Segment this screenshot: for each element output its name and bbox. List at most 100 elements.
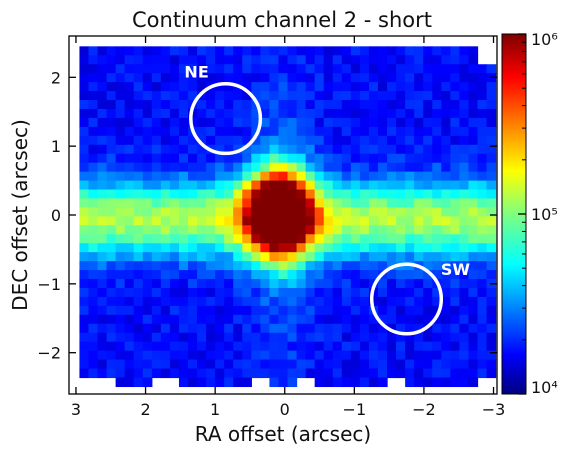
heatmap-cell xyxy=(423,117,433,128)
heatmap-cell xyxy=(287,64,298,74)
heatmap-cell xyxy=(88,207,99,217)
heatmap-cell xyxy=(242,100,252,110)
heatmap-cell xyxy=(106,207,117,217)
heatmap-cell xyxy=(278,314,289,325)
heatmap-cell xyxy=(396,296,406,307)
heatmap-cell xyxy=(178,296,189,307)
heatmap-cell xyxy=(296,82,307,92)
heatmap-cell xyxy=(169,82,180,92)
heatmap-cell xyxy=(260,305,271,316)
heatmap-cell xyxy=(115,225,126,235)
heatmap-cell xyxy=(133,368,144,379)
heatmap-cell xyxy=(142,73,153,83)
heatmap-cell xyxy=(233,287,243,298)
heatmap-cell xyxy=(468,234,479,244)
heatmap-cell xyxy=(314,189,325,200)
heatmap-cell xyxy=(459,216,470,226)
heatmap-cell xyxy=(115,171,126,182)
heatmap-cell xyxy=(188,225,198,235)
heatmap-cell xyxy=(215,287,225,298)
heatmap-cell xyxy=(441,100,451,110)
heatmap-cell xyxy=(332,305,343,316)
heatmap-cell xyxy=(477,261,488,271)
heatmap-cell xyxy=(359,198,370,209)
heatmap-cell xyxy=(188,279,198,289)
heatmap-cell xyxy=(441,314,451,325)
heatmap-cell xyxy=(468,243,479,253)
heatmap-cell xyxy=(278,100,289,110)
heatmap-cell xyxy=(242,55,252,65)
heatmap-cell xyxy=(215,368,225,379)
heatmap-cell xyxy=(169,270,180,280)
heatmap-cell xyxy=(323,359,334,370)
heatmap-cell xyxy=(350,117,361,128)
heatmap-cell xyxy=(160,46,171,56)
heatmap-cell xyxy=(459,207,470,217)
heatmap-cell xyxy=(224,296,234,307)
heatmap-cell xyxy=(432,252,442,262)
heatmap-cell xyxy=(486,198,497,209)
heatmap-cell xyxy=(450,234,461,244)
heatmap-cell xyxy=(350,296,361,307)
heatmap-cell xyxy=(332,100,343,110)
heatmap-cell xyxy=(206,73,216,83)
heatmap-cell xyxy=(414,296,424,307)
x-tick-label: 3 xyxy=(71,400,81,419)
heatmap-cell xyxy=(450,135,461,146)
heatmap-cell xyxy=(206,243,216,253)
heatmap-cell xyxy=(341,332,352,343)
heatmap-cell xyxy=(88,323,99,334)
heatmap-cell xyxy=(197,117,207,128)
heatmap-cell xyxy=(106,368,117,379)
heatmap-cell xyxy=(242,279,252,289)
heatmap-cell xyxy=(278,252,289,262)
heatmap-cell xyxy=(368,225,379,235)
heatmap-cell xyxy=(124,279,135,289)
heatmap-cell xyxy=(169,350,180,361)
heatmap-cell xyxy=(477,198,488,209)
heatmap-cell xyxy=(133,91,144,101)
heatmap-cell xyxy=(414,46,424,56)
heatmap-cell xyxy=(314,377,325,388)
heatmap-cell xyxy=(169,91,180,101)
heatmap-cell xyxy=(160,207,171,217)
heatmap-cell xyxy=(260,144,271,155)
heatmap-cell xyxy=(459,100,470,110)
heatmap-cell xyxy=(206,323,216,334)
heatmap-cell xyxy=(178,189,189,200)
heatmap-cell xyxy=(215,216,225,226)
heatmap-cell xyxy=(396,189,406,200)
heatmap-cell xyxy=(133,189,144,200)
heatmap-cell xyxy=(197,171,207,182)
heatmap-cell xyxy=(197,100,207,110)
heatmap-cell xyxy=(477,252,488,262)
heatmap-cell xyxy=(450,189,461,200)
x-tick-label: −3 xyxy=(482,400,506,419)
heatmap-cell xyxy=(197,314,207,325)
heatmap-cell xyxy=(305,46,316,56)
heatmap-cell xyxy=(278,144,289,155)
heatmap-cell xyxy=(414,287,424,298)
heatmap-cell xyxy=(79,64,90,74)
heatmap-cell xyxy=(359,73,370,83)
heatmap-cell xyxy=(323,135,334,146)
heatmap-cell xyxy=(215,55,225,65)
heatmap-cell xyxy=(160,225,171,235)
heatmap-cell xyxy=(106,323,117,334)
heatmap-cell xyxy=(396,55,406,65)
heatmap-cell xyxy=(296,100,307,110)
heatmap-cell xyxy=(378,350,388,361)
heatmap-cell xyxy=(142,171,153,182)
heatmap-cell xyxy=(423,323,433,334)
heatmap-cell xyxy=(396,314,406,325)
heatmap-cell xyxy=(323,153,334,164)
heatmap-cell xyxy=(332,225,343,235)
heatmap-cell xyxy=(350,162,361,173)
heatmap-cell xyxy=(251,144,261,155)
heatmap-cell xyxy=(124,252,135,262)
heatmap-cell xyxy=(169,64,180,74)
heatmap-cell xyxy=(378,287,388,298)
heatmap-cell xyxy=(359,350,370,361)
heatmap-cell xyxy=(414,305,424,316)
heatmap-cell xyxy=(260,252,271,262)
